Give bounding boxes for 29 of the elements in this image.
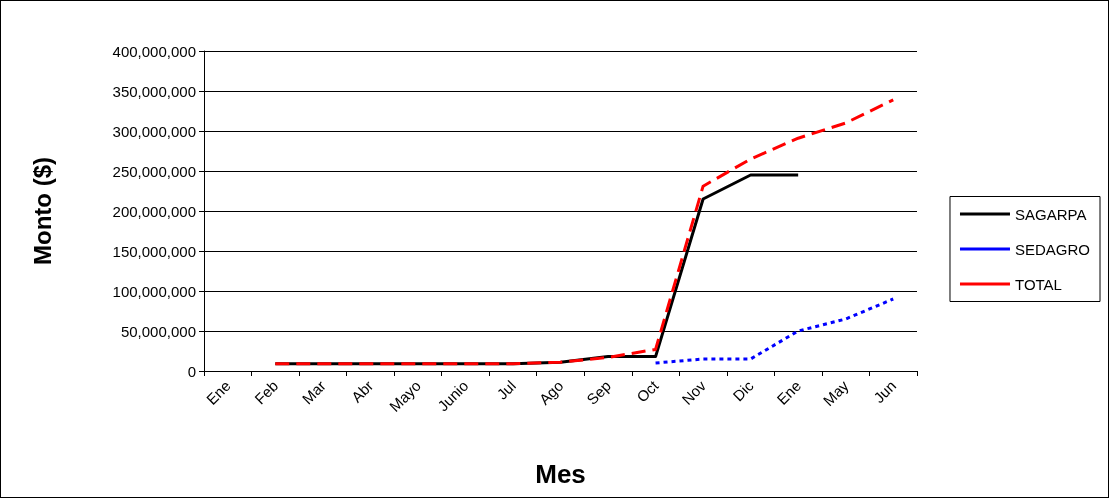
y-axis-title: Monto ($): [28, 157, 56, 265]
y-tick-label: 200,000,000: [112, 202, 196, 220]
x-tick-label: Ago: [535, 376, 567, 408]
line-series: [273, 98, 895, 366]
y-tick-label: 250,000,000: [112, 162, 196, 180]
y-tick-label: 300,000,000: [112, 122, 196, 140]
y-tick-label: 100,000,000: [112, 282, 196, 300]
x-tick-label: Sep: [583, 376, 615, 408]
x-tick-label: Abr: [347, 376, 377, 406]
y-tick-label: 350,000,000: [112, 82, 196, 100]
legend-label: SAGARPA: [1014, 205, 1087, 223]
x-tick-label: Nov: [678, 376, 710, 408]
y-tick-label: 400,000,000: [112, 42, 196, 60]
legend-label: TOTAL: [1014, 275, 1062, 293]
x-tick-label: Oct: [633, 376, 663, 406]
legend-label: SEDAGRO: [1014, 240, 1090, 258]
x-tick-label: Mar: [298, 376, 329, 408]
x-tick-label: Ene: [202, 376, 234, 408]
x-axis-title: Mes: [535, 459, 586, 489]
y-tick-label: 50,000,000: [120, 322, 196, 340]
x-tick-label: Dic: [729, 376, 757, 405]
x-tick-label: Feb: [251, 376, 282, 408]
line-series: [654, 297, 895, 365]
x-tick-label: May: [819, 376, 853, 410]
x-tick-label: Jun: [870, 376, 900, 407]
x-tick-label: Jul: [493, 376, 519, 403]
y-tick-label: 150,000,000: [112, 242, 196, 260]
x-tick-label: Ene: [773, 376, 805, 408]
y-tick-label: 0: [187, 362, 196, 380]
